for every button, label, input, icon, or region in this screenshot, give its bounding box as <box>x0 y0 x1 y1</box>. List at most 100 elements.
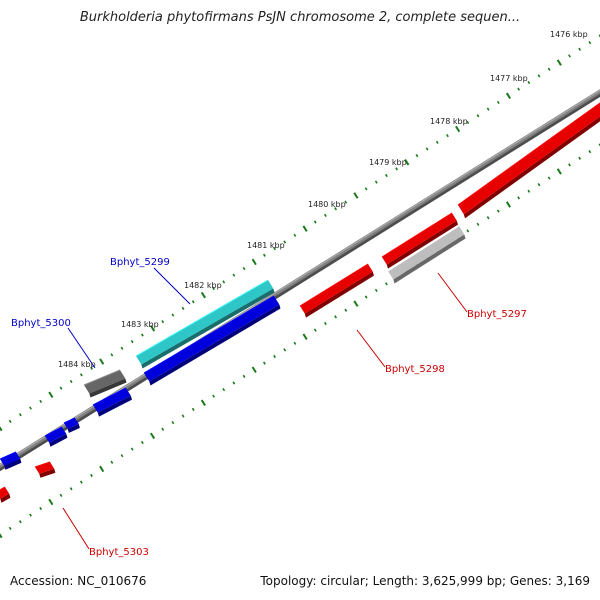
leader-bphyt-5303 <box>62 507 90 550</box>
inner-track-tick <box>578 156 582 160</box>
tick-label-1484: 1484 kbp <box>58 360 96 369</box>
tick-label-1478: 1478 kbp <box>430 117 468 126</box>
inner-track-tick <box>517 196 521 200</box>
tick-label-1477: 1477 kbp <box>490 74 528 83</box>
outer-track-tick <box>99 358 105 365</box>
gene-reverse-d-edge <box>44 426 63 437</box>
inner-track-tick <box>486 216 490 220</box>
topology-summary: Topology: circular; Length: 3,625,999 bp… <box>260 574 590 588</box>
inner-track-tick <box>222 387 226 392</box>
gene-bphyt-5299 <box>135 279 275 369</box>
outer-track-tick <box>435 140 439 144</box>
gene-bphyt-5300 <box>83 369 127 398</box>
outer-track-tick <box>181 306 185 311</box>
gene-bphyt-5298 <box>299 263 374 318</box>
gene-reverse-e-face <box>64 418 79 429</box>
gene-red-c-face <box>458 103 600 215</box>
outer-track-tick <box>212 286 215 291</box>
gene-label-bphyt-5298[interactable]: Bphyt_5298 <box>385 364 445 375</box>
outer-track-tick <box>537 74 541 78</box>
leader-bphyt-5300 <box>67 327 96 369</box>
outer-track-tick <box>446 134 449 138</box>
tick-label-1476: 1476 kbp <box>550 30 588 39</box>
inner-track-tick <box>302 333 308 340</box>
outer-track-tick <box>517 87 521 91</box>
outer-track-tick <box>313 220 317 224</box>
gene-reverse-f <box>0 451 22 470</box>
outer-track-tick <box>302 225 308 232</box>
tick-marks <box>0 34 600 539</box>
gene-forward-g-edge <box>34 461 51 468</box>
outer-track-tick <box>140 333 144 337</box>
inner-track-tick <box>364 295 368 299</box>
inner-track-tick <box>324 321 327 326</box>
inner-track-tick <box>547 176 551 180</box>
outer-track-tick <box>353 192 359 199</box>
gene-label-bphyt-5299[interactable]: Bphyt_5299 <box>110 257 170 268</box>
outer-track-tick <box>364 187 368 191</box>
gene-reverse-e-edge <box>63 417 76 424</box>
outer-track-tick <box>130 340 134 344</box>
backbone <box>0 89 600 472</box>
tick-label-1481: 1481 kbp <box>247 241 285 250</box>
outer-track-tick <box>568 54 571 58</box>
gene-bphyt-5300-edge <box>83 369 121 386</box>
inner-track-tick <box>344 308 348 312</box>
inner-track-tick <box>90 473 93 478</box>
inner-track-tick <box>313 328 317 332</box>
inner-track-tick <box>181 414 185 418</box>
inner-track-tick <box>556 168 562 175</box>
gene-reverse-c-edge <box>92 387 127 406</box>
inner-track-tick <box>120 454 124 458</box>
inner-track-tick <box>200 399 206 407</box>
gene-label-bphyt-5300[interactable]: Bphyt_5300 <box>11 318 71 329</box>
outer-track-tick <box>48 391 54 399</box>
outer-track-tick <box>90 366 93 370</box>
outer-track-tick <box>334 207 338 211</box>
gene-bphyt-5299-face <box>136 280 274 365</box>
outer-track-tick <box>59 386 63 390</box>
outer-track-tick <box>262 253 266 257</box>
inner-track-tick <box>79 480 83 484</box>
outer-track-tick <box>18 413 22 417</box>
gene-label-bphyt-5297[interactable]: Bphyt_5297 <box>467 309 527 320</box>
gene-bphyt-5300-face <box>84 370 126 394</box>
gene-reverse-b-face <box>144 296 280 382</box>
gene-forward-h-depth <box>0 493 11 503</box>
outer-track-tick <box>120 346 124 350</box>
gene-red-b-face <box>382 213 457 265</box>
inner-track-tick <box>251 366 257 373</box>
gene-bphyt-5297-face <box>388 226 465 280</box>
outer-track-tick <box>0 426 3 432</box>
tick-label-1483: 1483 kbp <box>121 320 159 329</box>
gene-forward-h-edge <box>0 486 6 491</box>
gene-reverse-b-depth <box>149 304 281 386</box>
gene-label-bphyt-5303[interactable]: Bphyt_5303 <box>89 547 149 558</box>
outer-track-tick <box>486 107 490 111</box>
outer-track-tick <box>547 67 551 71</box>
inner-track-tick <box>29 513 32 517</box>
inner-track-tick <box>8 526 12 531</box>
inner-track-tick <box>191 407 195 412</box>
outer-track-tick <box>283 240 287 244</box>
leader-bphyt-5297 <box>437 272 468 313</box>
inner-track-tick <box>149 432 156 440</box>
gene-red-b <box>381 212 458 269</box>
outer-track-tick <box>171 313 175 317</box>
inner-track-tick <box>18 520 22 524</box>
inner-track-tick <box>171 421 175 425</box>
gene-reverse-d-face <box>45 427 67 443</box>
outer-track-tick <box>556 59 562 66</box>
outer-track-tick <box>476 114 480 118</box>
inner-track-tick <box>353 300 359 307</box>
leader-bphyt-5298 <box>356 329 386 368</box>
inner-track-tick <box>537 183 541 187</box>
outer-track-tick <box>242 266 246 271</box>
inner-track-tick <box>39 506 43 511</box>
gene-red-b-depth <box>386 220 458 269</box>
accession-text: Accession: NC_010676 <box>10 574 147 588</box>
inner-track-tick <box>505 201 512 208</box>
outer-track-tick <box>161 320 165 324</box>
inner-track-tick <box>262 361 266 365</box>
